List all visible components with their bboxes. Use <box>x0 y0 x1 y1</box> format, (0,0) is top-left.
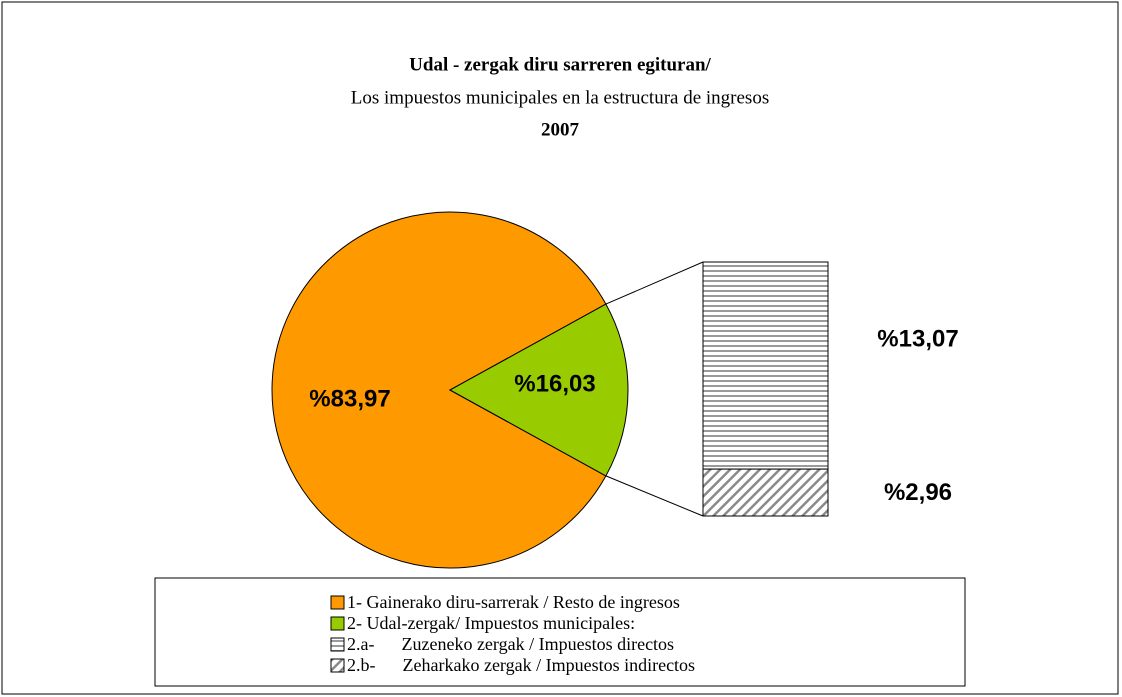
legend-label: 1- Gainerako diru-sarrerak / Resto de in… <box>347 592 680 612</box>
legend-swatch <box>330 616 345 631</box>
legend-label: 2.a- Zuzeneko zergak / Impuestos directo… <box>347 634 674 654</box>
slice-label: %16,03 <box>514 370 595 397</box>
chart-year: 2007 <box>541 119 580 140</box>
bar-label: %13,07 <box>877 325 958 352</box>
connector <box>605 475 704 517</box>
legend-label: 2- Udal-zergak/ Impuestos municipales: <box>347 613 635 633</box>
slice-label: %83,97 <box>309 385 390 412</box>
chart-title: Udal - zergak diru sarreren egituran/ <box>409 54 711 75</box>
chart-subtitle: Los impuestos municipales en la estructu… <box>351 87 769 108</box>
connector <box>605 261 704 305</box>
legend-box <box>154 577 966 687</box>
bar-label: %2,96 <box>884 479 952 506</box>
pie-slice <box>271 211 607 569</box>
legend-label: 2.b- Zeharkako zergak / Impuestos indire… <box>347 655 695 675</box>
legend-swatch <box>330 595 345 610</box>
legend-swatch <box>330 637 345 652</box>
pie-slice <box>448 303 629 477</box>
legend-swatch <box>330 658 345 673</box>
bar-segment <box>702 261 829 470</box>
bar-segment <box>702 468 829 517</box>
